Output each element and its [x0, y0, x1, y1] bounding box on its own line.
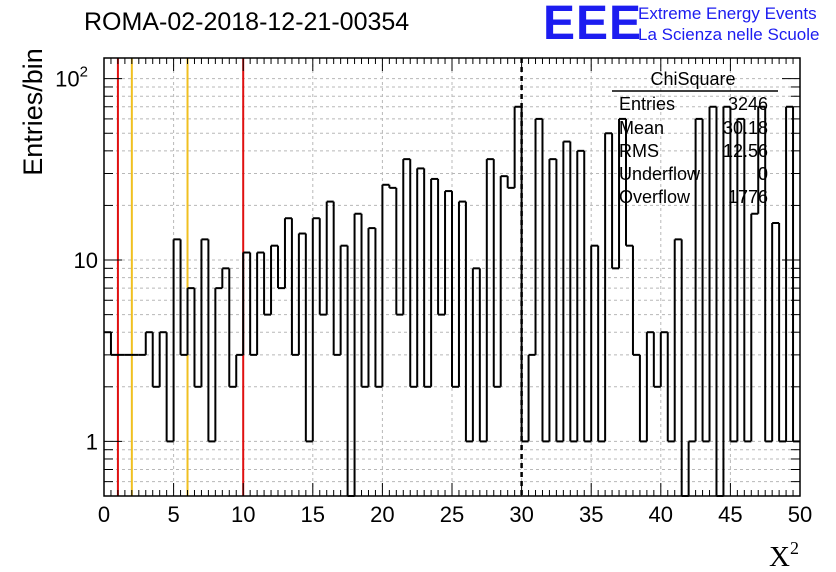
- histogram-series: [104, 105, 800, 497]
- stats-underflow-label: Underflow: [619, 164, 701, 184]
- x-tick-label: 25: [440, 502, 464, 527]
- stats-entries-label: Entries: [619, 94, 675, 114]
- stats-entries-value: 3246: [728, 94, 768, 114]
- y-tick-label: 1: [86, 429, 98, 454]
- y-tick-label: 10: [74, 248, 98, 273]
- stats-mean-label: Mean: [619, 118, 664, 138]
- x-tick-label: 40: [649, 502, 673, 527]
- x-tick-label: 20: [370, 502, 394, 527]
- run-title: ROMA-02-2018-12-21-00354: [84, 8, 410, 36]
- x-tick-label: 15: [301, 502, 325, 527]
- x-axis-title-base: X: [769, 541, 790, 572]
- x-tick-label: 45: [718, 502, 742, 527]
- x-tick-label: 0: [98, 502, 110, 527]
- x-tick-label: 10: [231, 502, 255, 527]
- stats-box: ChiSquare Entries 3246 Mean 30.18 RMS 12…: [612, 69, 778, 207]
- x-tick-label: 30: [509, 502, 533, 527]
- x-axis-title: X2: [769, 538, 799, 572]
- x-tick-label: 35: [579, 502, 603, 527]
- y-tick-label: 102: [55, 64, 88, 92]
- eee-logo: EEE Extreme Energy Events La Scienza nel…: [543, 0, 833, 50]
- stats-rms-value: 12.56: [723, 141, 768, 161]
- x-tick-label: 50: [788, 502, 812, 527]
- stats-box-title: ChiSquare: [650, 69, 735, 89]
- axis-ticks: 0 5 10 15 20 25 30 35 40 45 50 1 10 102: [55, 58, 812, 527]
- logo-subtitle-line1: Extreme Energy Events: [638, 4, 817, 23]
- y-axis-title: Entries/bin: [18, 48, 48, 176]
- x-axis-title-exponent: 2: [790, 538, 799, 558]
- stats-overflow-value: 1776: [728, 187, 768, 207]
- stats-mean-value: 30.18: [723, 118, 768, 138]
- logo-mark: EEE: [543, 0, 643, 50]
- stats-rms-label: RMS: [619, 141, 659, 161]
- stats-overflow-label: Overflow: [619, 187, 691, 207]
- logo-subtitle-line2: La Scienza nelle Scuole: [638, 25, 820, 44]
- x-tick-label: 5: [167, 502, 179, 527]
- stats-underflow-value: 0: [758, 164, 768, 184]
